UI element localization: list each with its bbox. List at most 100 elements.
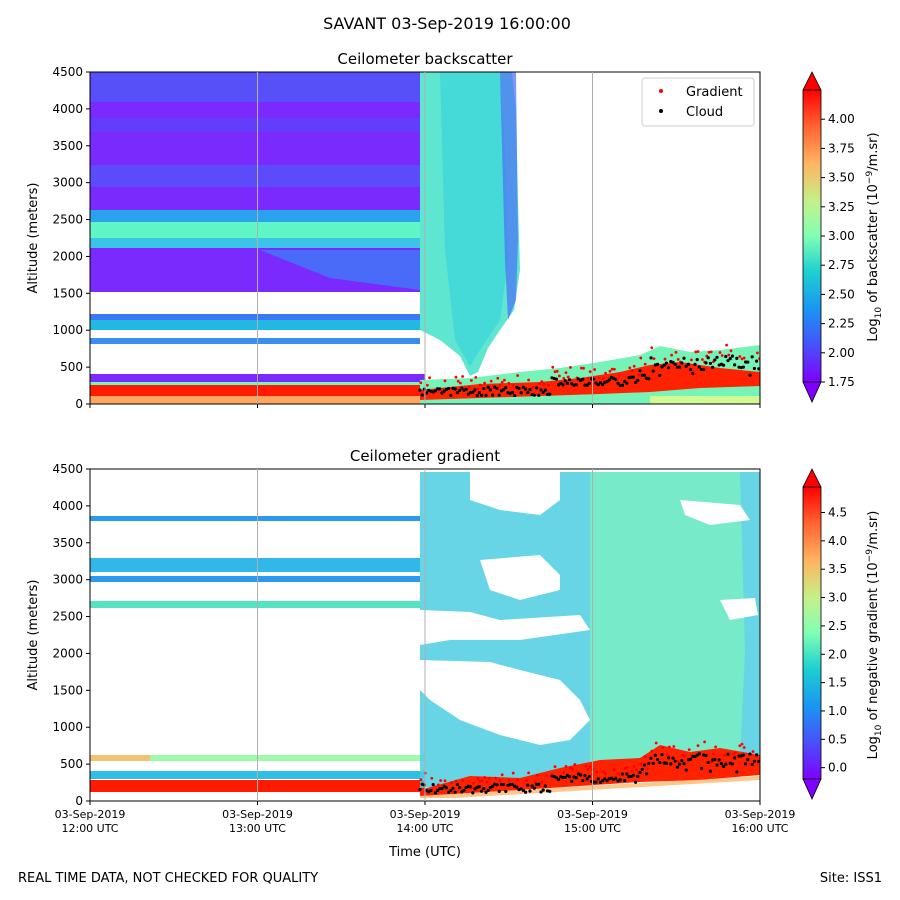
cloud-marker <box>678 365 682 369</box>
gradient-marker <box>740 742 744 746</box>
cloud-marker <box>554 377 559 381</box>
gradient-marker <box>632 364 636 368</box>
backscatter-afternoon-yellow <box>650 396 760 404</box>
cloud-marker <box>614 377 618 382</box>
cloud-marker <box>537 782 541 786</box>
cloud-marker <box>418 388 422 392</box>
gradient-marker <box>461 779 464 782</box>
cloud-marker <box>502 388 506 392</box>
gradient-marker <box>428 376 431 380</box>
gradient-hole-4 <box>420 660 590 745</box>
legend-box <box>641 77 755 127</box>
gradient-marker <box>430 776 434 780</box>
backscatter-band-2550 <box>90 210 420 222</box>
cloud-marker <box>587 381 592 385</box>
cloud-marker <box>755 359 759 363</box>
colorbar-tick-label: 3.00 <box>828 229 855 243</box>
cloud-marker <box>728 357 732 361</box>
cloud-marker <box>532 393 537 397</box>
backscatter-yticks: 0 500 1000 1500 2000 2500 3000 3500 4000 4500 <box>52 65 90 411</box>
cloud-marker <box>502 783 506 787</box>
gradient-marker <box>511 383 515 387</box>
cloud-marker <box>583 774 587 778</box>
gradient-marker <box>525 779 528 782</box>
cloud-marker <box>568 378 572 382</box>
gradient-colorbar-bar <box>802 486 822 780</box>
cloud-marker <box>519 391 523 395</box>
gradient-hole-3 <box>420 610 590 645</box>
colorbar-tick-label: 1.75 <box>828 375 855 389</box>
ytick-label: 4000 <box>52 102 83 116</box>
gradient-marker <box>676 357 680 361</box>
backscatter-plume-core <box>440 72 508 366</box>
gradient-xlabel: Time (UTC) <box>388 845 461 860</box>
gradient-marker <box>665 753 669 756</box>
gradient-marker <box>483 381 486 385</box>
cloud-marker <box>601 779 605 783</box>
gradient-marker <box>650 346 654 350</box>
cloud-marker <box>752 759 757 763</box>
cloud-marker <box>548 789 552 793</box>
cloud-marker <box>741 365 746 369</box>
xtick-label: 03-Sep-2019 <box>725 808 796 821</box>
gradient-marker <box>654 741 658 745</box>
gradient-marker <box>456 379 460 383</box>
ytick-label: 1500 <box>52 286 83 300</box>
cloud-marker <box>537 393 541 397</box>
ytick-label: 0 <box>75 397 83 411</box>
gradient-marker <box>586 377 590 380</box>
ytick-label: 1000 <box>52 323 83 337</box>
gradient-band-3000 <box>90 576 420 582</box>
cloud-marker <box>719 761 724 766</box>
cloud-marker <box>433 791 437 795</box>
cloud-marker <box>464 387 468 391</box>
ytick-label: 2000 <box>52 646 83 660</box>
ytick-label: 4000 <box>52 499 83 513</box>
backscatter-gridlines <box>257 72 593 404</box>
cloud-marker <box>631 375 636 379</box>
ytick-label: 2500 <box>52 213 83 227</box>
footer-site: Site: ISS1 <box>820 871 882 886</box>
gradient-marker <box>544 774 548 777</box>
gradient-marker <box>540 380 544 384</box>
gradient-marker <box>476 777 480 780</box>
cloud-marker <box>647 761 651 766</box>
cloud-marker <box>422 783 426 787</box>
colorbar-tick-label: 4.5 <box>828 506 847 520</box>
cloud-marker <box>757 367 760 371</box>
ytick-label: 500 <box>60 757 83 771</box>
gradient-marker <box>562 376 566 380</box>
cloud-marker <box>543 784 548 788</box>
gradient-marker <box>756 351 759 355</box>
cloud-marker <box>713 757 717 762</box>
cloud-marker <box>486 385 490 389</box>
gradient-colorbar-label: Log10 of negative gradient (10−9/m.sr) <box>865 511 884 760</box>
cloud-marker <box>594 381 598 385</box>
cloud-marker <box>570 779 574 783</box>
gradient-marker <box>507 778 511 782</box>
gradient-marker <box>553 370 557 374</box>
xtick-label: 13:00 UTC <box>229 822 286 835</box>
gradient-marker <box>426 383 429 387</box>
colorbar-tick-label: 4.0 <box>828 534 847 548</box>
colorbar-tick-label: 3.50 <box>828 171 855 185</box>
cloud-marker <box>477 785 481 789</box>
cloud-marker <box>519 787 523 791</box>
cloud-marker <box>475 393 479 398</box>
xtick-label: 03-Sep-2019 <box>55 808 126 821</box>
gradient-marker <box>672 745 676 748</box>
gradient-marker <box>738 355 742 358</box>
cloud-marker <box>607 378 611 382</box>
colorbar-extend-max <box>802 71 822 91</box>
gradient-marker <box>450 781 453 785</box>
ytick-label: 1500 <box>52 683 83 697</box>
cloud-marker <box>460 386 464 390</box>
colorbar-tick-label: 4.00 <box>828 112 855 126</box>
cloud-marker <box>735 770 739 774</box>
cloud-marker <box>684 768 688 772</box>
cloud-marker <box>574 776 578 780</box>
gradient-marker <box>729 349 733 353</box>
backscatter-gap-1500 <box>90 292 420 314</box>
cloud-marker <box>704 361 708 365</box>
colorbar-tick-label: 2.00 <box>828 346 855 360</box>
